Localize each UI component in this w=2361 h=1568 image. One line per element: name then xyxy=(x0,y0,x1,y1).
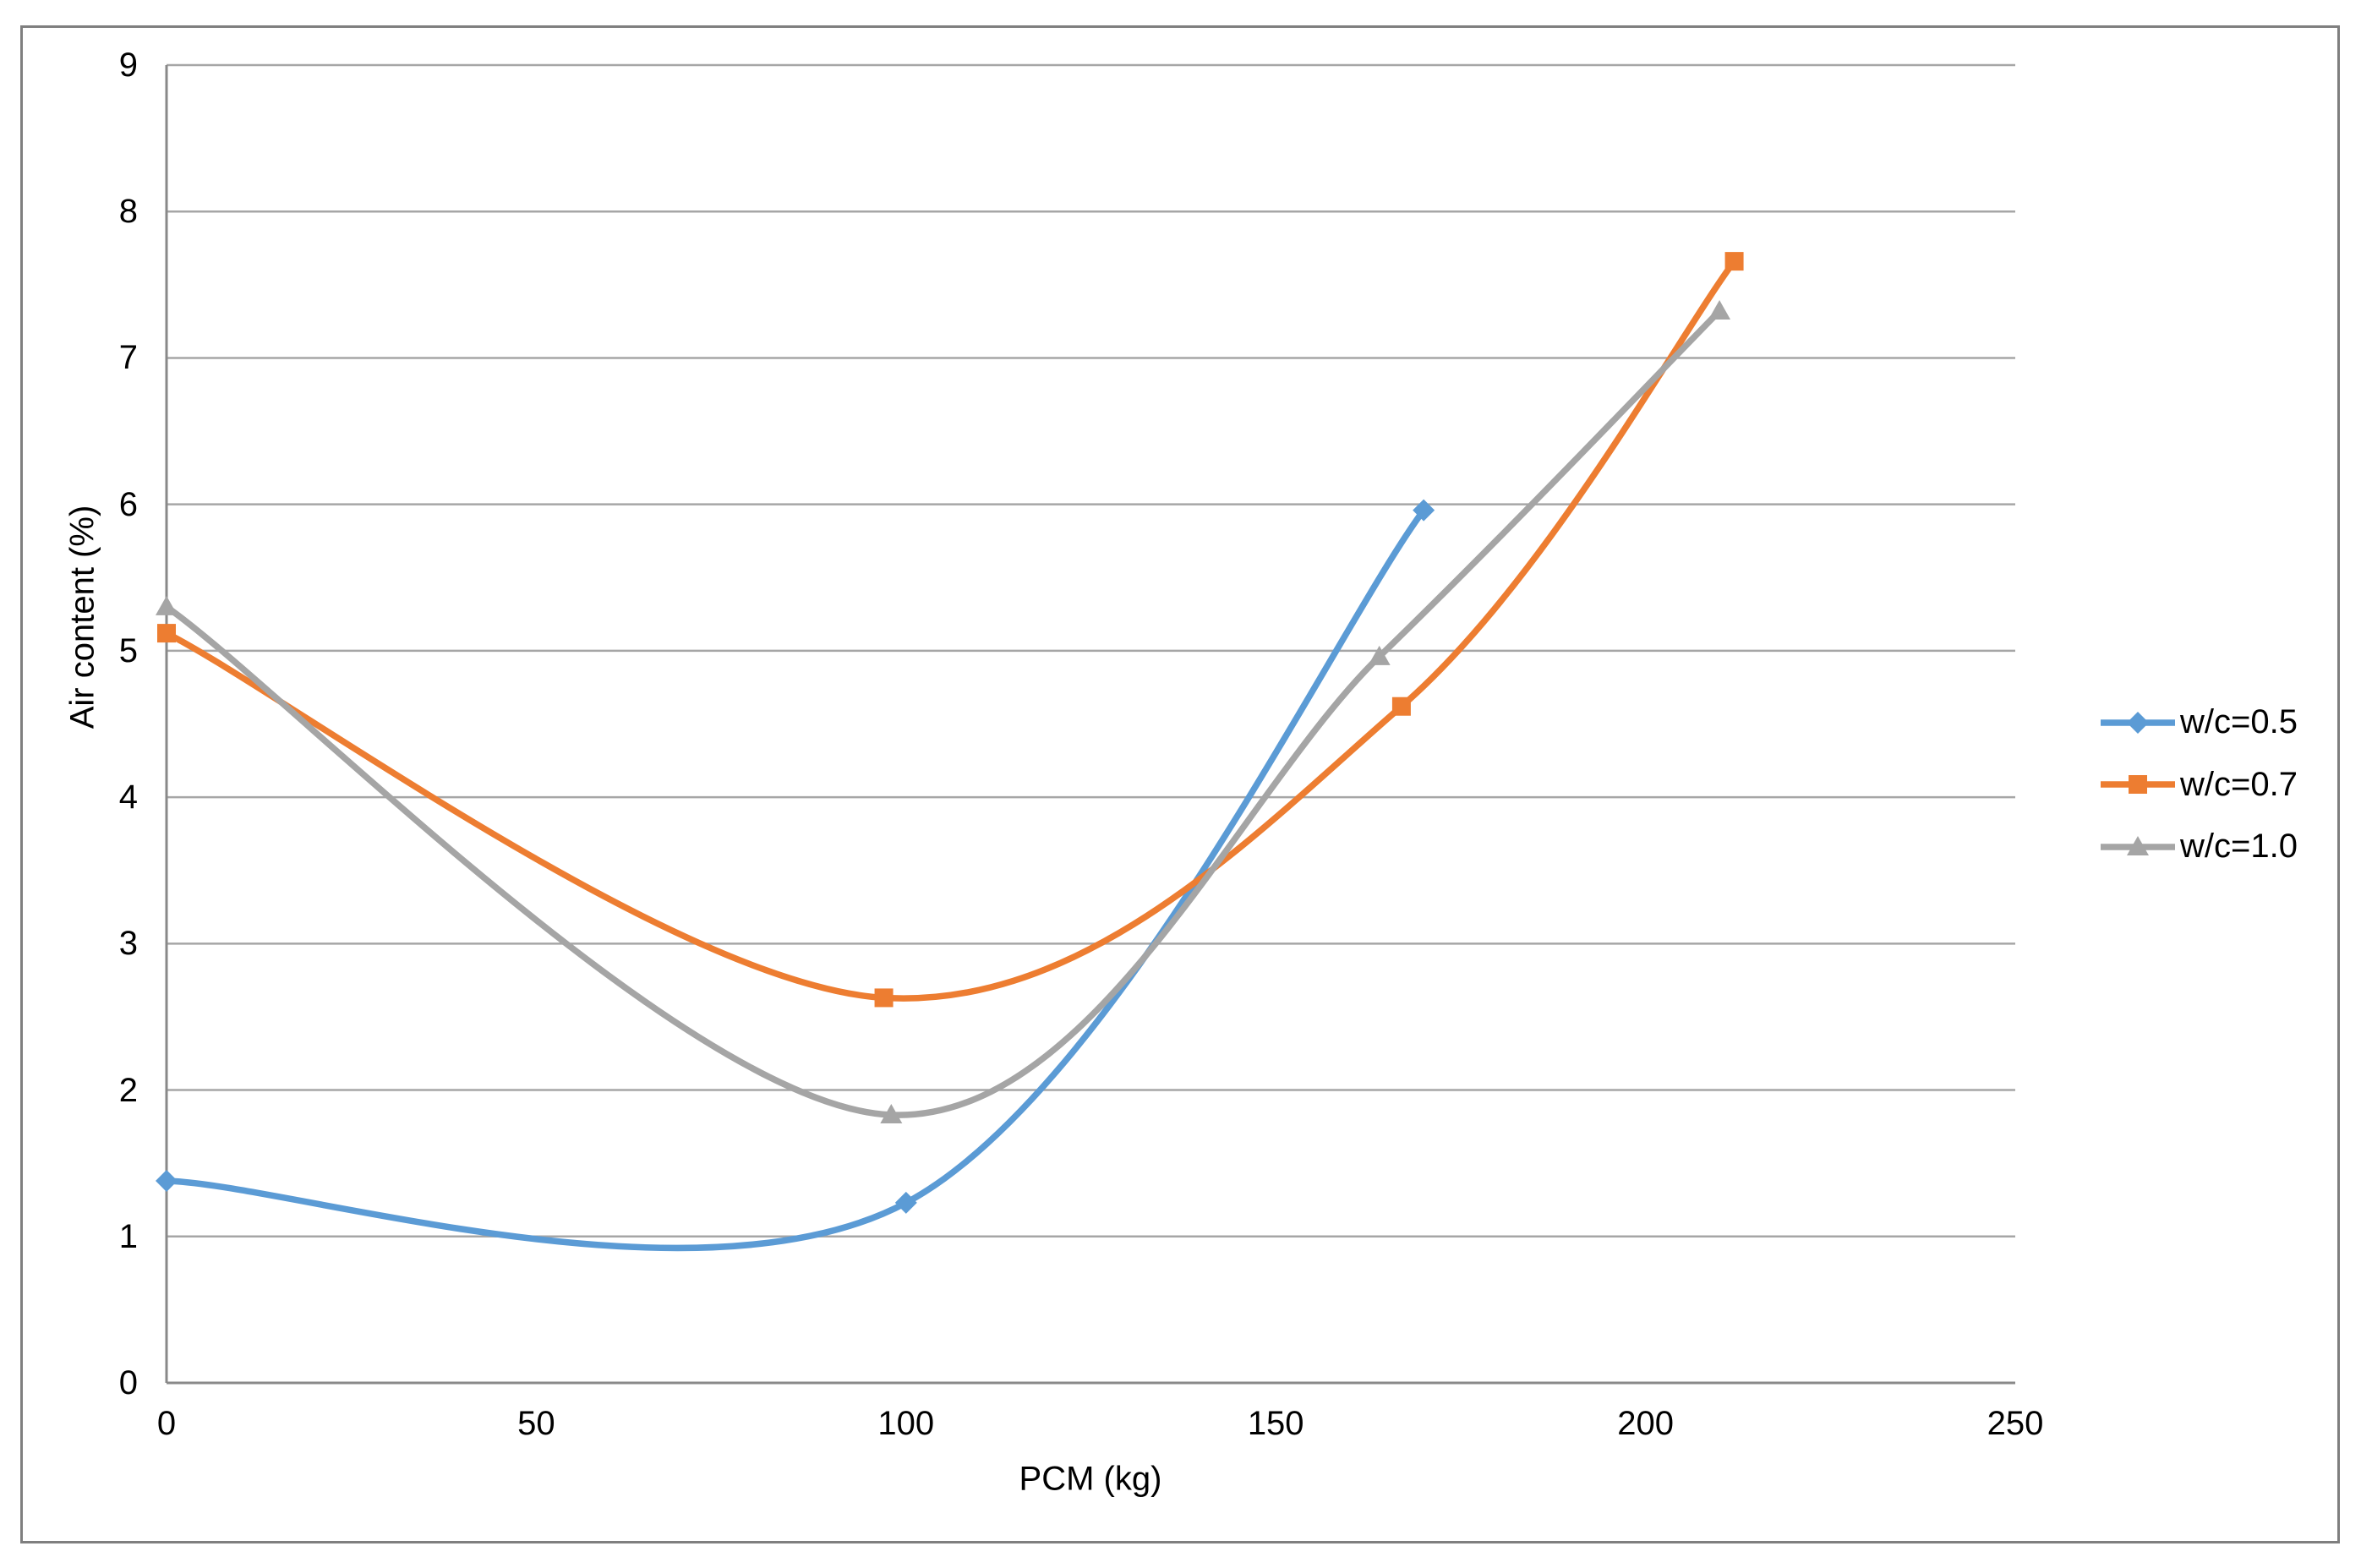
square-marker-legend-1 xyxy=(2129,775,2147,795)
series-2-line xyxy=(164,309,1722,1118)
square-marker-series-1 xyxy=(1391,697,1411,716)
triangle-marker-series-2 xyxy=(1708,300,1731,320)
diamond-marker-legend-0 xyxy=(2127,711,2149,734)
legend-item-2: w/c=1.0 xyxy=(2099,816,2298,878)
y-tick-label-0: 0 xyxy=(118,1364,138,1401)
x-tick-label-50: 50 xyxy=(517,1405,555,1442)
y-tick-label-3: 3 xyxy=(118,925,138,963)
legend-key-2 xyxy=(2101,835,2175,855)
x-tick-label-250: 250 xyxy=(1987,1405,2044,1442)
legend-item-0: w/c=0.5 xyxy=(2099,691,2298,754)
triangle-marker-series-2 xyxy=(156,595,178,615)
y-axis-title: Air content (%) xyxy=(63,505,101,729)
legend-key-0 xyxy=(2101,711,2175,734)
y-tick-label-9: 9 xyxy=(118,46,138,84)
y-tick-label-2: 2 xyxy=(118,1071,138,1109)
legend-item-1: w/c=0.7 xyxy=(2099,754,2298,817)
diamond-marker-series-0 xyxy=(894,1191,917,1214)
y-tick-label-8: 8 xyxy=(118,193,138,231)
triangle-marker-series-2 xyxy=(1368,645,1391,665)
legend: w/c=0.5 w/c=0.7 w/c=1.0 xyxy=(2099,691,2298,878)
diamond-marker-series-0 xyxy=(156,1169,178,1192)
legend-key-1 xyxy=(2101,775,2175,795)
legend-label-0: w/c=0.5 xyxy=(2180,703,2298,741)
triangle-marker-legend-2 xyxy=(2127,835,2149,855)
x-tick-label-200: 200 xyxy=(1617,1405,1674,1442)
series-0-line xyxy=(166,508,1427,1252)
y-tick-label-5: 5 xyxy=(118,631,138,669)
y-tick-label-6: 6 xyxy=(118,485,138,523)
x-tick-label-150: 150 xyxy=(1247,1405,1304,1442)
x-axis-title: PCM (kg) xyxy=(1019,1460,1162,1498)
triangle-marker-series-2 xyxy=(880,1104,903,1124)
legend-label-2: w/c=1.0 xyxy=(2180,828,2298,866)
square-marker-series-1 xyxy=(874,988,894,1008)
y-tick-label-1: 1 xyxy=(118,1217,138,1255)
square-marker-series-1 xyxy=(157,624,176,643)
legend-label-1: w/c=0.7 xyxy=(2180,765,2298,803)
diamond-marker-series-0 xyxy=(1413,499,1435,522)
y-tick-label-4: 4 xyxy=(118,779,138,817)
series-1-line xyxy=(165,259,1737,1002)
square-marker-series-1 xyxy=(1724,252,1744,271)
x-tick-label-0: 0 xyxy=(156,1405,177,1442)
y-tick-label-7: 7 xyxy=(118,339,138,377)
x-tick-label-100: 100 xyxy=(877,1405,935,1442)
